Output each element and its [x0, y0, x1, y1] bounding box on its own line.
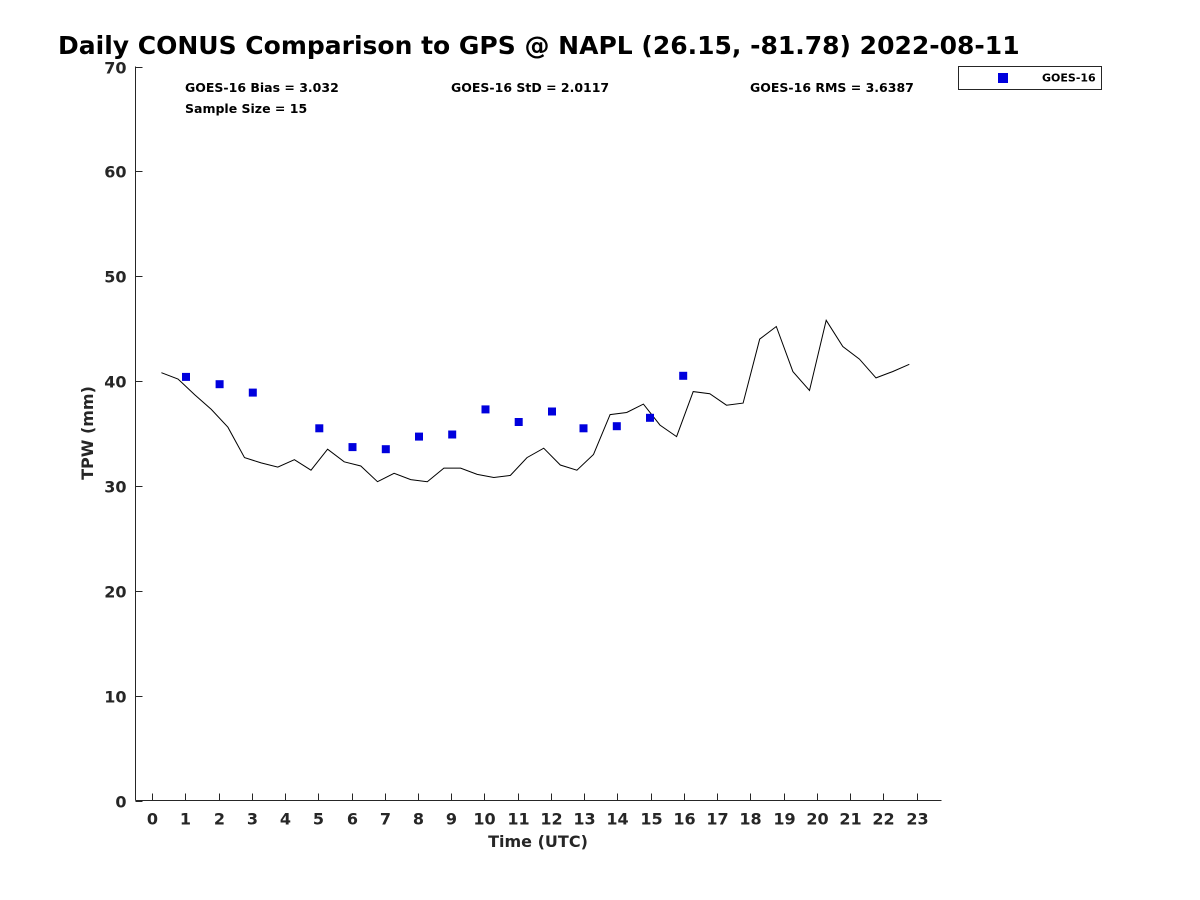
stat-bias: GOES-16 Bias = 3.032: [185, 80, 339, 95]
goes16-point: [182, 372, 190, 381]
x-tick-label: 22: [872, 810, 894, 829]
chart-title: Daily CONUS Comparison to GPS @ NAPL (26…: [58, 31, 1020, 60]
x-tick-label: 9: [446, 810, 457, 829]
goes16-point: [514, 418, 523, 426]
x-tick-label: 11: [507, 810, 529, 829]
stat-sample-size: Sample Size = 15: [185, 101, 307, 116]
x-tick-label: 8: [413, 810, 424, 829]
goes16-point: [481, 405, 490, 414]
goes16-point: [646, 413, 654, 422]
stat-std: GOES-16 StD = 2.0117: [451, 80, 609, 95]
x-tick-label: 12: [540, 810, 562, 829]
gps-tpw-line: [161, 319, 910, 483]
goes16-point: [215, 380, 224, 389]
x-tick-label: 18: [739, 810, 761, 829]
x-tick-label: 23: [906, 810, 928, 829]
x-tick-label: 17: [706, 810, 728, 829]
x-tick-label: 5: [313, 810, 324, 829]
y-tick-label: 50: [104, 268, 126, 287]
goes16-point: [548, 407, 556, 416]
goes16-point: [348, 443, 357, 452]
x-ticks: 0 1 2 3 4 5 6 7 8 9 10 11 12 13 14 15 16 17 18 19 20 21 22 23: [147, 793, 929, 829]
x-tick-label: 16: [673, 810, 695, 829]
y-ticks: 0 10 20 30 40 50 60 70: [104, 59, 143, 812]
goes16-point: [679, 371, 688, 380]
x-axis-label: Time (UTC): [488, 832, 588, 851]
legend-box: [958, 66, 1102, 90]
x-tick-label: 2: [214, 810, 225, 829]
y-tick-label: 20: [104, 583, 126, 602]
goes16-point: [579, 424, 588, 433]
legend: GOES-16: [958, 66, 1102, 90]
goes16-point: [415, 432, 423, 441]
legend-label-goes16: GOES-16: [1042, 72, 1096, 85]
x-tick-label: 20: [806, 810, 828, 829]
goes16-point: [315, 424, 324, 433]
x-tick-label: 21: [839, 810, 861, 829]
y-tick-label: 10: [104, 688, 126, 707]
x-tick-label: 6: [347, 810, 358, 829]
x-tick-label: 15: [640, 810, 662, 829]
x-tick-label: 3: [247, 810, 258, 829]
y-tick-label: 70: [104, 59, 126, 78]
x-tick-label: 4: [280, 810, 291, 829]
x-tick-label: 0: [147, 810, 158, 829]
y-tick-label: 30: [104, 478, 126, 497]
x-tick-label: 10: [473, 810, 495, 829]
y-axis-label: TPW (mm): [78, 386, 97, 480]
x-tick-label: 14: [606, 810, 628, 829]
y-tick-label: 40: [104, 373, 126, 392]
legend-marker: [998, 73, 1008, 83]
goes16-point: [381, 445, 390, 454]
x-tick-label: 19: [773, 810, 795, 829]
x-tick-label: 1: [180, 810, 191, 829]
series-layer: [161, 319, 910, 483]
goes16-point: [612, 422, 621, 431]
y-tick-label: 0: [115, 793, 126, 812]
stat-rms: GOES-16 RMS = 3.6387: [750, 80, 914, 95]
x-tick-label: 13: [573, 810, 595, 829]
x-tick-label: 7: [380, 810, 391, 829]
goes16-point: [248, 388, 257, 397]
y-tick-label: 60: [104, 163, 126, 182]
goes16-point: [448, 430, 457, 439]
